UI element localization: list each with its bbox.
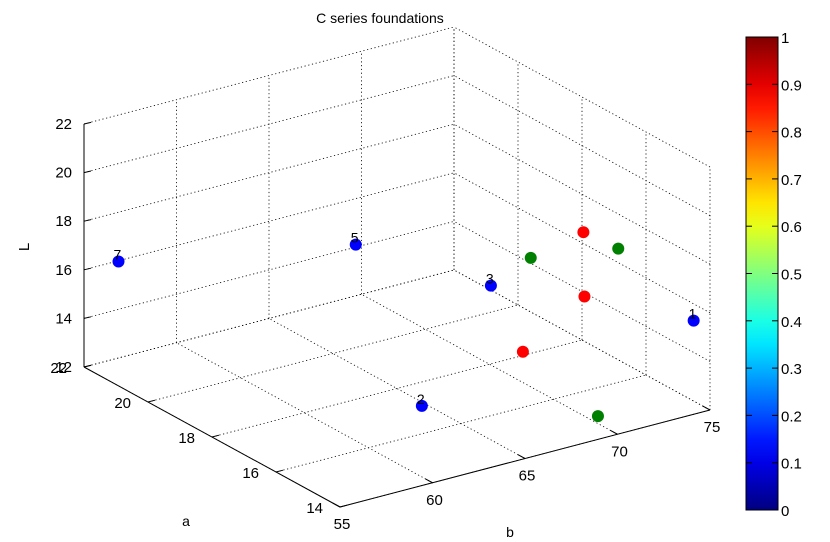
x-tick-label: 22 bbox=[50, 360, 67, 377]
z-tick bbox=[83, 170, 92, 174]
point-label: 1 bbox=[689, 306, 697, 322]
y-tick-label: 65 bbox=[519, 468, 536, 485]
z-tick bbox=[83, 121, 92, 125]
colorbar-tick-label: 1 bbox=[781, 30, 789, 47]
chart-title: C series foundations bbox=[316, 10, 444, 26]
colorbar-tick-label: 0.6 bbox=[781, 219, 802, 236]
colorbar-tick-label: 0.1 bbox=[781, 456, 802, 473]
colorbar-tick-label: 0.7 bbox=[781, 172, 802, 189]
z-tick-label: 20 bbox=[55, 165, 72, 182]
data-point bbox=[484, 279, 497, 292]
z-tick-label: 16 bbox=[55, 262, 72, 279]
z-tick bbox=[83, 267, 92, 271]
data-point bbox=[577, 226, 590, 239]
y-tick-label: 70 bbox=[611, 443, 628, 460]
colorbar-tick-label: 0 bbox=[781, 503, 789, 520]
colorbar-tick-label: 0.2 bbox=[781, 408, 802, 425]
z-tick bbox=[83, 364, 92, 368]
z-tick-label: 22 bbox=[55, 116, 72, 133]
x-tick-label: 20 bbox=[114, 395, 131, 412]
z-tick bbox=[83, 316, 92, 319]
x-tick-label: 16 bbox=[242, 465, 259, 482]
data-point bbox=[591, 410, 604, 423]
data-points: 1 2 3 5 7 bbox=[112, 226, 700, 423]
y-tick bbox=[517, 454, 526, 459]
y-tick bbox=[425, 478, 433, 484]
point-label: 3 bbox=[486, 271, 494, 287]
x-tick bbox=[339, 504, 348, 508]
z-tick-label: 14 bbox=[55, 310, 72, 327]
z-tick-label: 18 bbox=[55, 213, 72, 230]
data-point bbox=[578, 290, 591, 303]
y-tick bbox=[332, 502, 341, 508]
colorbar-tick-label: 0.3 bbox=[781, 361, 802, 378]
point-label: 7 bbox=[114, 247, 122, 263]
z-tick bbox=[83, 219, 92, 222]
point-label: 5 bbox=[351, 230, 359, 246]
y-tick-label: 75 bbox=[704, 419, 721, 436]
y-tick bbox=[702, 405, 711, 411]
z-axis-label: L bbox=[16, 243, 33, 251]
data-point bbox=[112, 255, 125, 268]
data-point bbox=[516, 345, 529, 358]
data-point bbox=[349, 238, 362, 251]
x-tick-label: 14 bbox=[306, 500, 323, 517]
x-tick bbox=[275, 469, 284, 473]
y-tick-label: 55 bbox=[334, 516, 351, 533]
x-tick bbox=[211, 434, 220, 438]
y-axis-label: b bbox=[506, 524, 514, 540]
data-point bbox=[524, 251, 537, 264]
point-label: 2 bbox=[417, 391, 425, 407]
data-point bbox=[415, 399, 428, 412]
x-tick bbox=[147, 399, 156, 403]
colorbar-tick-label: 0.9 bbox=[781, 77, 802, 94]
colorbar-tick-label: 0.4 bbox=[781, 314, 802, 331]
colorbar-tick-label: 0.5 bbox=[781, 267, 802, 284]
z-tick-label: 12 bbox=[55, 359, 72, 376]
data-point bbox=[612, 242, 625, 255]
colorbar-tick-label: 0.8 bbox=[781, 125, 802, 142]
data-point bbox=[687, 314, 700, 327]
x-axis-label: a bbox=[182, 513, 190, 529]
x-tick-label: 18 bbox=[178, 430, 195, 447]
colorbar: 0 0.1 0.2 0.3 0.4 0.5 0.6 0.7 0.8 0.9 1 bbox=[745, 30, 802, 520]
y-tick bbox=[610, 430, 618, 435]
y-tick-label: 60 bbox=[426, 492, 443, 509]
